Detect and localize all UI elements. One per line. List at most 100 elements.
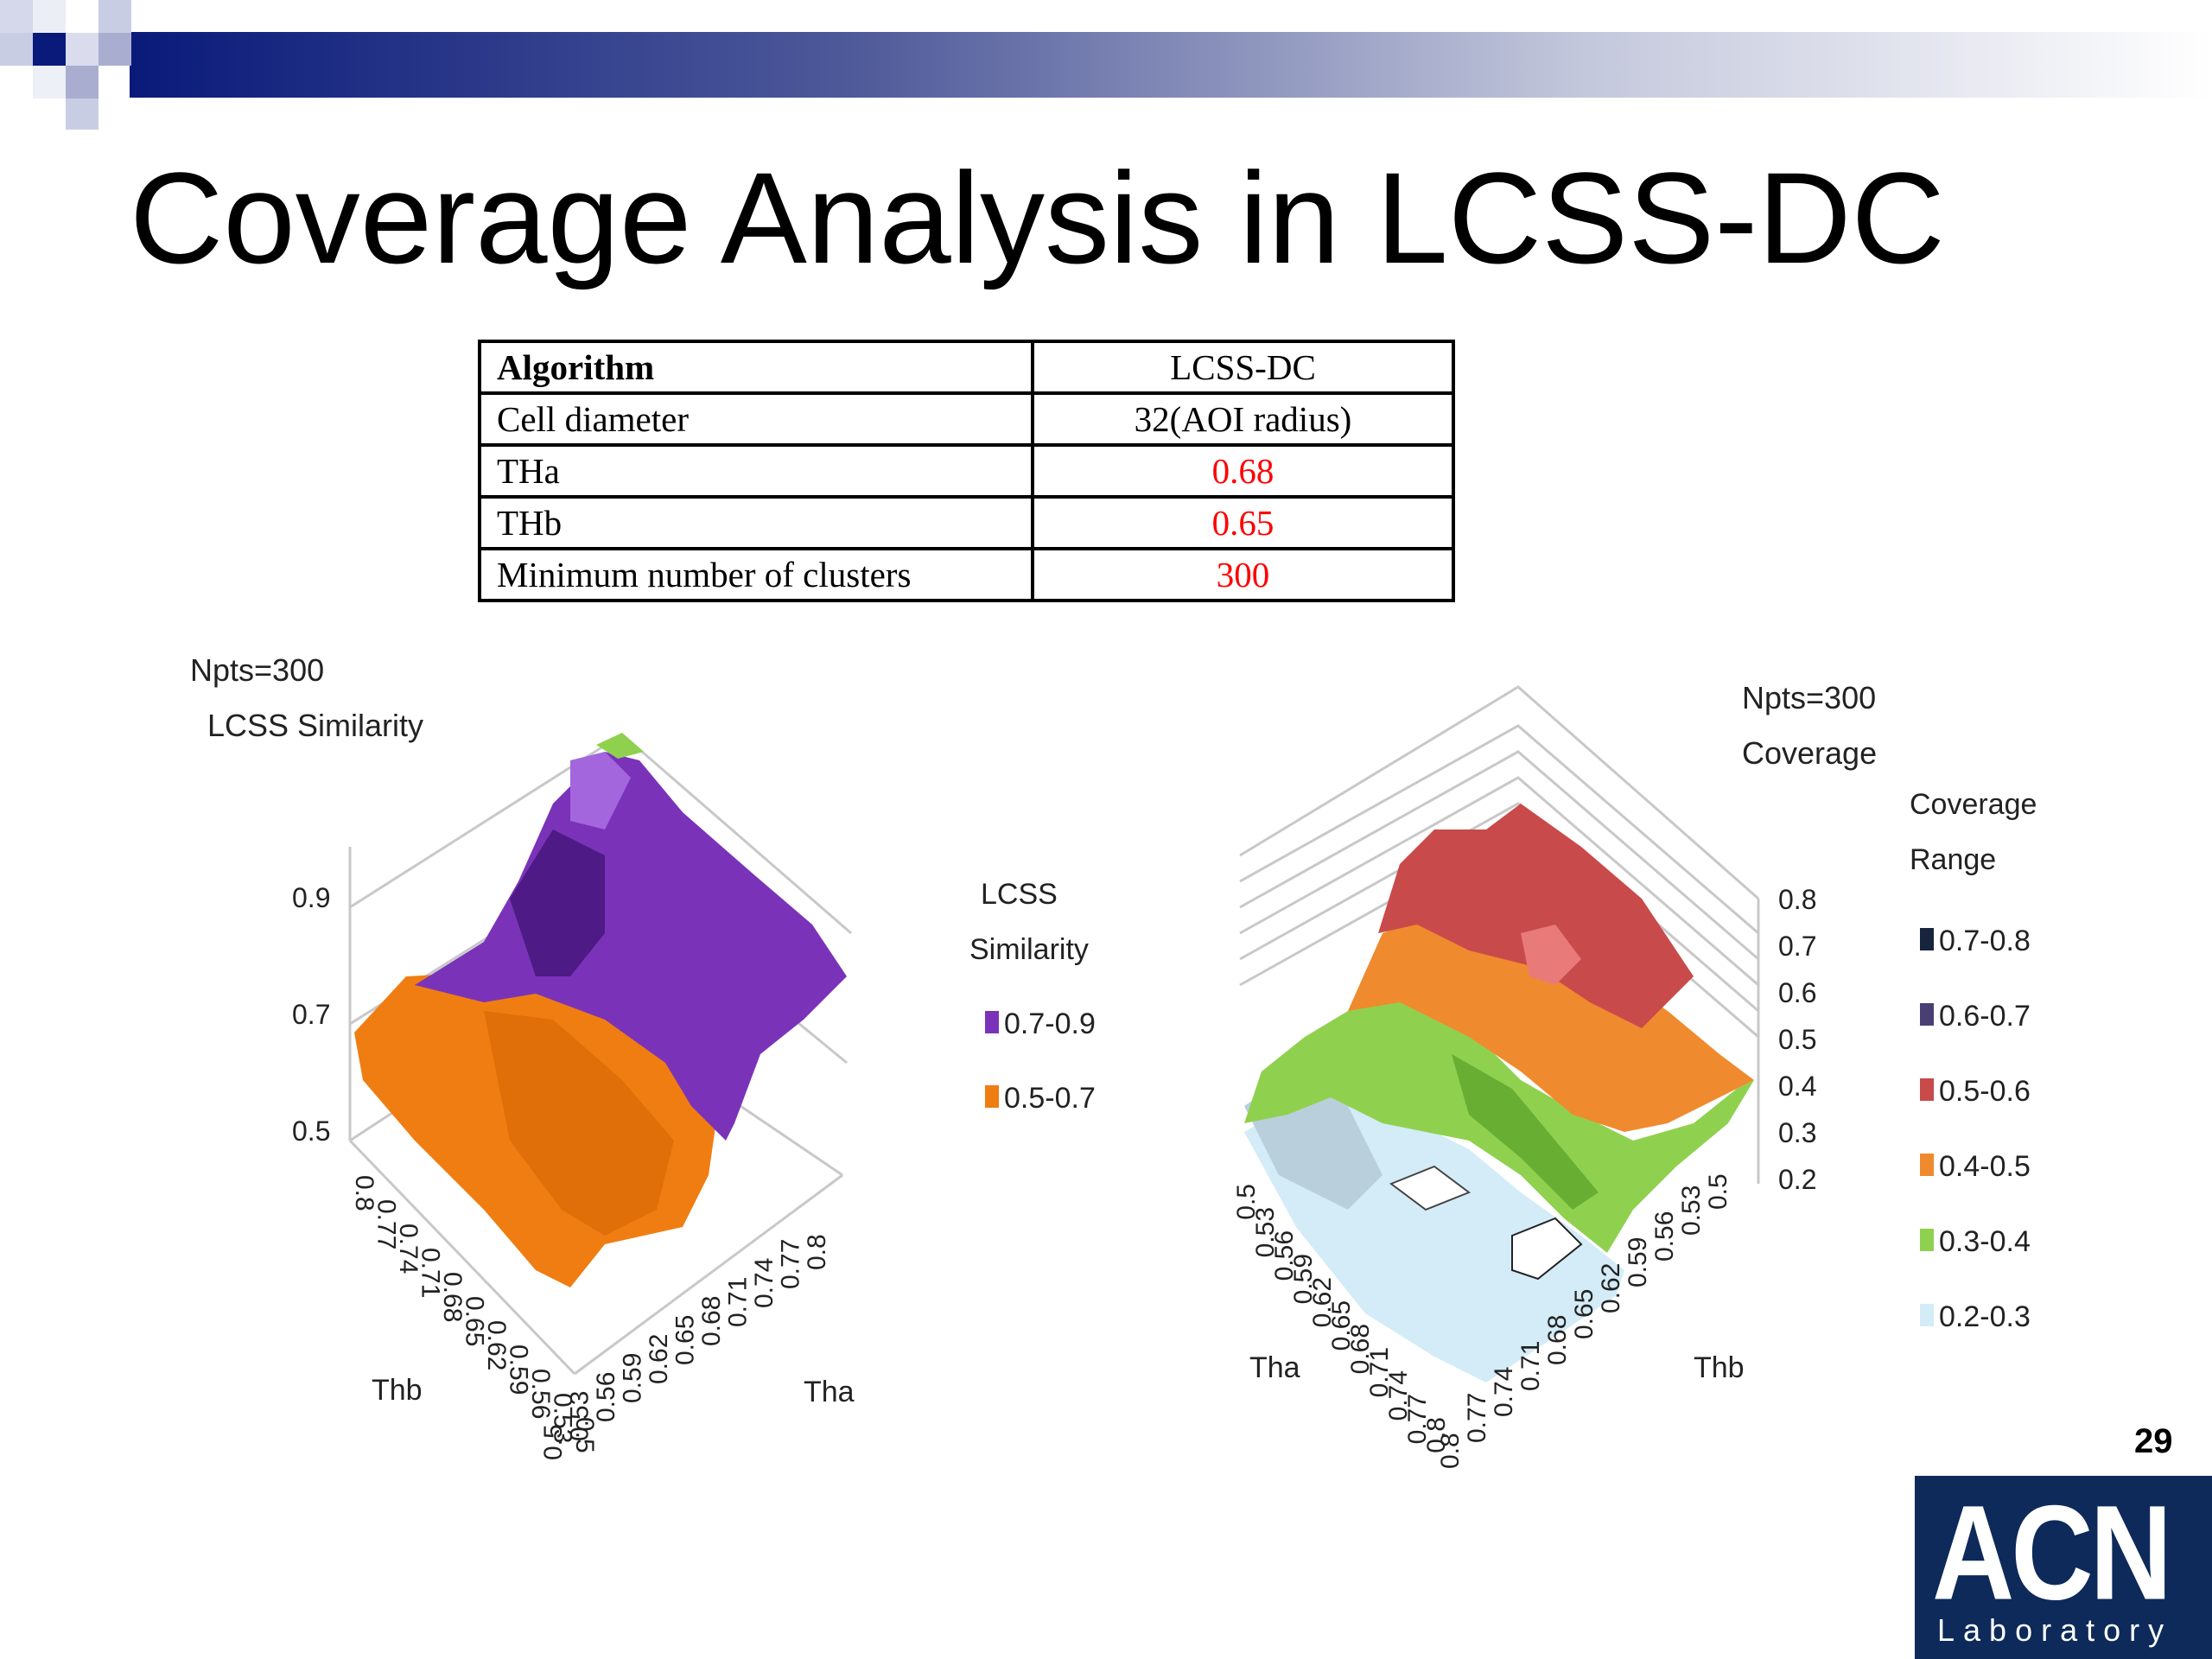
chart2-z-tick: 0.3 <box>1778 1117 1816 1148</box>
chart1-x-tick: 0.77 <box>777 1239 805 1289</box>
chart2-surface-green-dark <box>1452 1054 1599 1210</box>
acn-laboratory-logo: ACN Laboratory <box>1915 1476 2212 1659</box>
table-cell-value: 32(AOI radius) <box>1031 391 1455 447</box>
header-square <box>0 0 33 33</box>
header-square <box>0 33 33 66</box>
logo-main-text: ACN <box>1932 1478 2172 1628</box>
chart2-x-tick: 0.68 <box>1346 1324 1375 1374</box>
chart1-xlabel: Tha <box>804 1376 855 1408</box>
chart1-legend-swatch <box>985 1085 999 1108</box>
chart2-legend-label: 0.4-0.5 <box>1939 1150 2031 1183</box>
chart2-z-tick: 0.8 <box>1778 884 1816 915</box>
chart1-surface-purple <box>415 752 847 1141</box>
chart1-z-tick: 0.7 <box>292 999 330 1030</box>
chart2-legend-swatch <box>1920 1003 1934 1026</box>
chart2-legend-swatch <box>1920 1154 1934 1176</box>
header-square <box>99 0 131 33</box>
chart2-x-tick: 0.62 <box>1308 1277 1337 1327</box>
chart1-surface-purple-dark <box>510 830 605 976</box>
chart2-y-tick: 0.68 <box>1543 1315 1572 1365</box>
table-cell-value: LCSS-DC <box>1031 340 1455 395</box>
chart1-y-tick: 0.74 <box>394 1224 423 1274</box>
table-row: THb 0.65 <box>478 495 1455 550</box>
chart2-legend-label: 0.2-0.3 <box>1939 1300 2031 1333</box>
chart2-x-tick: 0.8 <box>1422 1417 1451 1453</box>
chart1-legend-label: 0.5-0.7 <box>1004 1082 1096 1115</box>
chart1-z-tick: 0.5 <box>292 1116 330 1147</box>
chart1-x-tick: 0.59 <box>619 1353 647 1403</box>
chart1-ylabel: Thb <box>372 1374 423 1407</box>
chart2-x-tick: 0.56 <box>1270 1230 1299 1281</box>
table-cell-value: 0.68 <box>1031 443 1455 499</box>
chart2-legend-title: Range <box>1910 843 1996 876</box>
header-square <box>66 66 99 99</box>
chart1-x-tick: 0.65 <box>671 1315 700 1365</box>
chart2-subtitle: Coverage <box>1742 735 1877 771</box>
chart1-x-tick: 0.74 <box>750 1258 779 1308</box>
chart1-y-axis-ticks: 0.80.770.740.710.680.650.620.590.560.530… <box>350 1175 599 1453</box>
header-gradient-bar <box>0 0 2212 130</box>
chart2-legend-swatch <box>1920 1229 1934 1251</box>
chart2-surface-hole <box>1511 1217 1583 1281</box>
chart2-x-tick: 0.5 <box>1232 1184 1261 1220</box>
chart1-z-axis-ticks: 0.9 0.7 0.5 <box>292 882 330 1147</box>
chart2-legend-swatch <box>1920 1078 1934 1101</box>
chart1-x-tick: 0.53 <box>566 1391 594 1441</box>
chart2-z-tick: 0.5 <box>1778 1024 1816 1055</box>
chart1-z-tick: 0.9 <box>292 882 330 913</box>
header-square <box>33 33 66 66</box>
chart1-y-tick: 0.56 <box>526 1369 555 1419</box>
chart2-x-axis-ticks: 0.50.530.560.590.620.650.680.710.740.770… <box>1232 1184 1451 1453</box>
chart1-y-tick: 0.59 <box>505 1344 533 1395</box>
table-cell-name: Cell diameter <box>478 391 1034 447</box>
slide-title: Coverage Analysis in LCSS-DC <box>130 145 1945 290</box>
chart1-y-tick: 0.53 <box>549 1393 577 1443</box>
chart2-surface-orange <box>1348 916 1754 1132</box>
header-gradient <box>130 32 2212 98</box>
chart1-title: Npts=300 <box>190 652 324 688</box>
lcss-similarity-surface-chart: Npts=300 LCSS Similarity 0.90.70.5 0.50.… <box>190 652 1096 1460</box>
chart2-legend: Coverage Range 0.7-0.8 0.6-0.7 0.5-0.6 0.4-0.… <box>1910 788 2037 1333</box>
header-square <box>99 33 131 66</box>
chart1-surface <box>354 733 847 1287</box>
chart1-y-tick: 0.77 <box>372 1199 401 1249</box>
table-cell-name: THa <box>478 443 1034 499</box>
chart2-surface-red-light <box>1521 925 1581 985</box>
header-square <box>66 99 99 130</box>
chart1-x-tick: 0.71 <box>724 1277 753 1327</box>
chart2-y-tick: 0.77 <box>1463 1393 1491 1443</box>
chart2-x-tick: 0.74 <box>1384 1370 1413 1421</box>
header-square <box>33 0 66 33</box>
chart1-x-tick: 0.62 <box>645 1334 673 1384</box>
chart1-y-tick: 0.8 <box>350 1175 378 1211</box>
chart2-surface-hole <box>1389 1165 1471 1211</box>
chart2-surface-red <box>1378 804 1694 1028</box>
table-cell-name: THb <box>478 495 1034 550</box>
chart1-x-tick: 0.68 <box>697 1296 726 1346</box>
chart2-x-tick: 0.53 <box>1251 1207 1280 1257</box>
chart2-x-tick: 0.65 <box>1327 1300 1356 1351</box>
chart2-xlabel: Tha <box>1249 1351 1300 1384</box>
chart2-y-tick: 0.74 <box>1490 1367 1518 1417</box>
chart1-surface-purple-light <box>570 752 631 830</box>
parameters-table-body: Algorithm LCSS-DC Cell diameter 32(AOI radi… <box>478 340 1455 602</box>
chart2-y-tick: 0.5 <box>1704 1173 1732 1210</box>
chart2-legend-label: 0.6-0.7 <box>1939 1000 2031 1033</box>
chart2-surface <box>1244 804 1754 1382</box>
chart1-x-tick: 0.8 <box>803 1234 831 1270</box>
parameters-table: Algorithm LCSS-DC Cell diameter 32(AOI radi… <box>478 340 1455 602</box>
chart2-legend-label: 0.5-0.6 <box>1939 1075 2031 1108</box>
chart2-y-tick: 0.65 <box>1570 1289 1599 1339</box>
chart1-y-tick: 0.62 <box>482 1320 511 1370</box>
chart2-z-tick: 0.7 <box>1778 931 1816 962</box>
chart2-x-tick: 0.59 <box>1289 1254 1318 1304</box>
chart2-legend-swatch <box>1920 928 1934 950</box>
chart2-titles: Npts=300 Coverage <box>1742 680 1877 771</box>
chart2-y-axis-ticks: 0.80.770.740.710.680.650.620.590.560.530… <box>1436 1173 1732 1469</box>
chart2-ylabel: Thb <box>1694 1351 1745 1384</box>
header-square <box>33 66 66 99</box>
chart2-y-tick: 0.56 <box>1650 1211 1679 1262</box>
table-row: THa 0.68 <box>478 443 1455 499</box>
chart2-x-tick: 0.71 <box>1365 1347 1394 1397</box>
chart1-y-tick: 0.5 <box>570 1417 599 1453</box>
